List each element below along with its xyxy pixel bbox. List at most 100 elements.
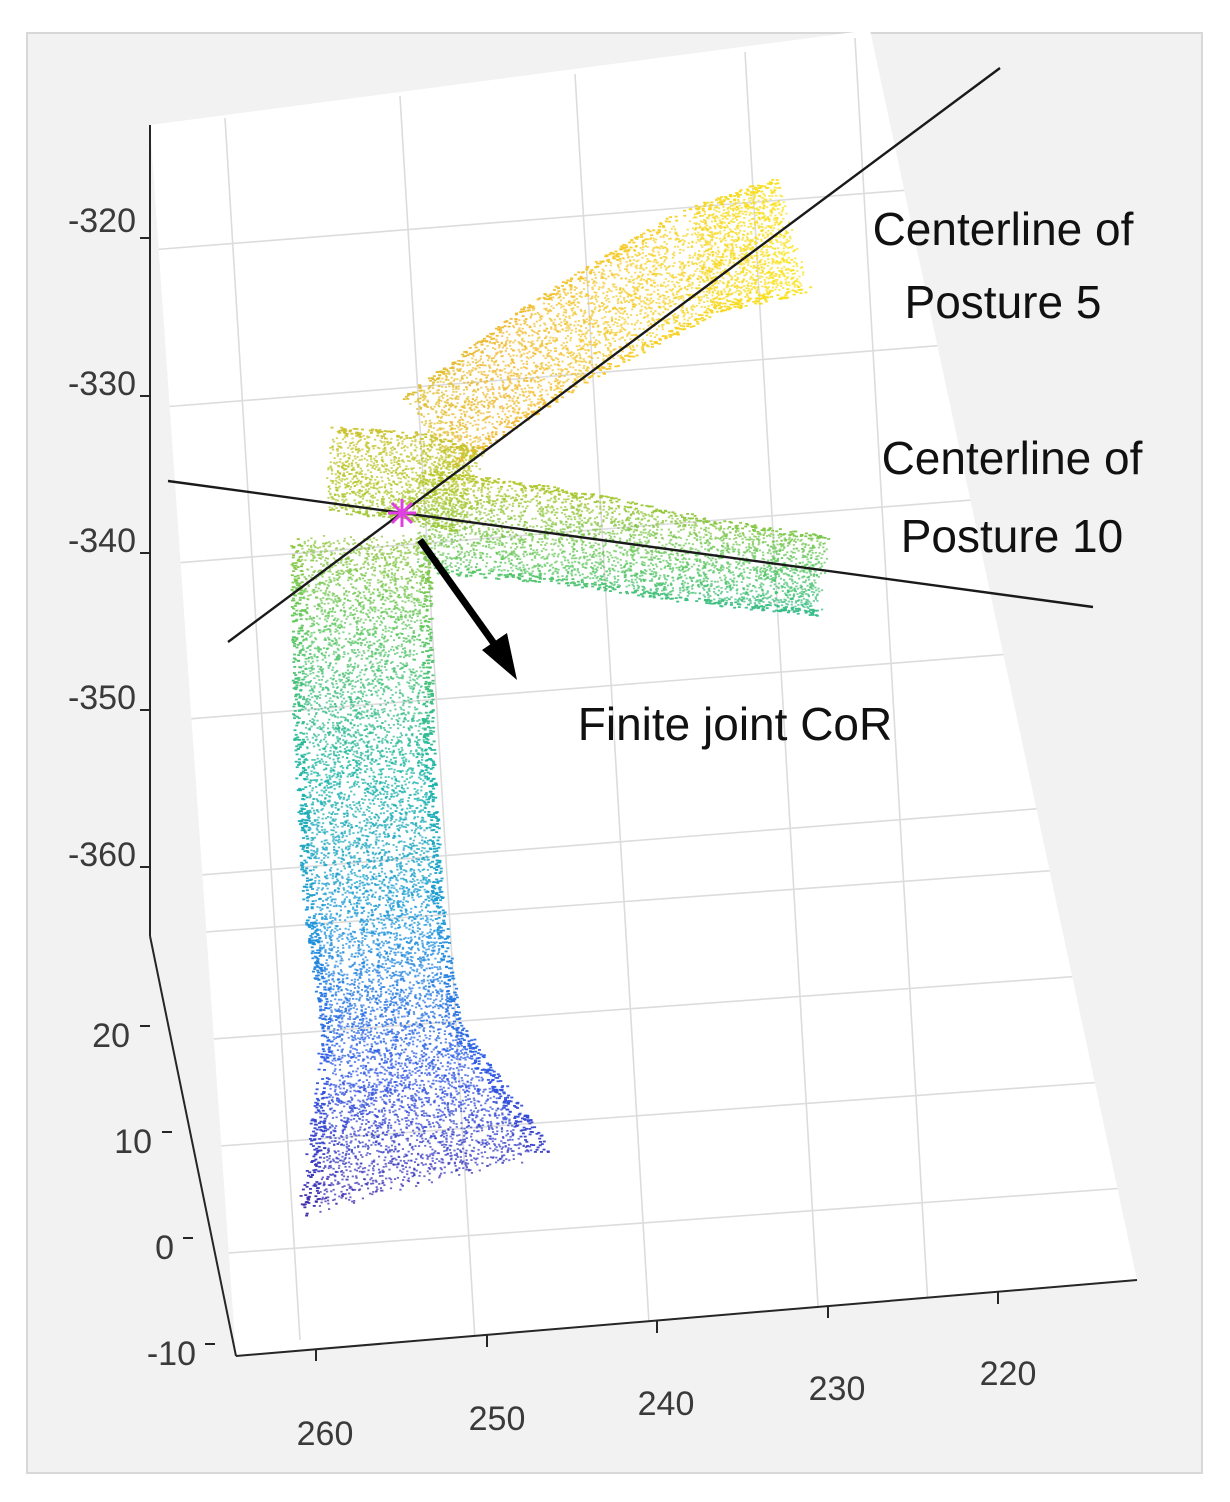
point [583, 320, 586, 322]
point [575, 293, 578, 295]
point [594, 296, 597, 299]
point [731, 548, 734, 551]
point [736, 276, 739, 279]
point [689, 274, 692, 277]
point [610, 520, 613, 523]
point [580, 546, 584, 549]
point [770, 295, 773, 298]
point [708, 287, 711, 290]
point [758, 277, 761, 280]
point [518, 319, 521, 321]
point [440, 505, 443, 507]
point [688, 254, 691, 257]
point [733, 221, 736, 223]
point [456, 434, 459, 437]
point [627, 301, 630, 303]
point [757, 187, 761, 190]
point [659, 306, 662, 309]
grid-line-z [150, 492, 1061, 566]
point [718, 264, 721, 267]
point [731, 220, 734, 223]
point [566, 356, 569, 358]
point [675, 297, 678, 299]
point [581, 372, 584, 375]
point [707, 253, 710, 255]
point [665, 290, 668, 293]
point [489, 442, 493, 445]
point [473, 440, 476, 443]
point [441, 385, 444, 388]
point [744, 560, 747, 563]
point [496, 413, 499, 415]
point [753, 264, 756, 267]
point [581, 541, 584, 544]
point [705, 314, 709, 317]
point [738, 266, 741, 269]
point [772, 208, 775, 210]
point [653, 264, 656, 267]
point [508, 426, 512, 429]
point [763, 185, 767, 188]
point [491, 371, 494, 374]
point [735, 584, 738, 587]
point [724, 588, 727, 590]
point [448, 403, 451, 406]
point [655, 301, 658, 304]
point [512, 481, 516, 483]
point [635, 260, 638, 263]
point [634, 265, 637, 268]
point [496, 341, 499, 343]
point [716, 296, 719, 298]
point [757, 267, 760, 269]
point [726, 249, 729, 252]
point [605, 299, 608, 302]
point [711, 290, 714, 293]
point [541, 398, 544, 401]
point [629, 338, 632, 340]
point [699, 226, 702, 229]
point [769, 181, 773, 184]
point [777, 251, 780, 253]
point [718, 298, 721, 301]
point [725, 211, 729, 214]
point [765, 289, 768, 292]
point [758, 195, 761, 197]
point [462, 406, 465, 409]
point [769, 268, 772, 271]
point [750, 222, 753, 225]
point [532, 351, 535, 354]
point [652, 260, 655, 263]
point [550, 383, 553, 386]
point [734, 203, 737, 206]
point [460, 435, 463, 438]
point [755, 279, 758, 281]
point [597, 375, 601, 378]
point [674, 285, 677, 288]
point [673, 254, 676, 257]
point [701, 270, 704, 273]
point [677, 296, 680, 298]
point [689, 208, 693, 211]
point [598, 306, 601, 308]
point [682, 325, 686, 328]
point [551, 369, 554, 372]
point [710, 201, 714, 204]
point [486, 393, 489, 395]
point [721, 262, 724, 265]
point [786, 277, 789, 279]
point [786, 261, 789, 264]
point [521, 332, 524, 335]
point [721, 302, 724, 305]
point [731, 218, 734, 220]
point [496, 420, 499, 423]
point [727, 280, 730, 282]
point [695, 241, 698, 244]
point [506, 426, 510, 428]
point [424, 524, 427, 526]
point [599, 369, 603, 371]
point [498, 327, 502, 330]
point [480, 343, 484, 346]
point [641, 349, 645, 352]
point [566, 322, 569, 324]
point [709, 214, 712, 217]
